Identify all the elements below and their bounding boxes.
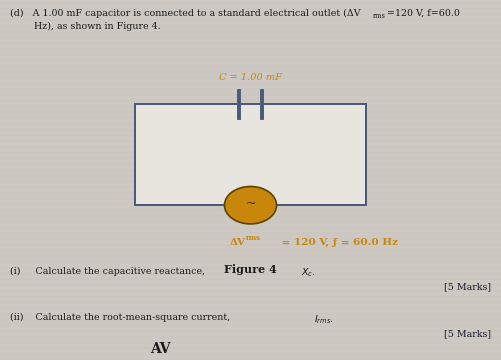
Bar <box>135 104 366 205</box>
Text: Figure 4: Figure 4 <box>224 264 277 275</box>
Text: rms: rms <box>373 12 386 19</box>
Text: ΔV: ΔV <box>229 238 245 247</box>
Text: rms: rms <box>245 234 261 242</box>
Text: $\mathit{I_{rms}}$.: $\mathit{I_{rms}}$. <box>314 313 334 326</box>
Text: =120 V, f=60.0: =120 V, f=60.0 <box>387 9 460 18</box>
Text: (d)   A 1.00 mF capacitor is connected to a standard electrical outlet (ΔV: (d) A 1.00 mF capacitor is connected to … <box>10 9 361 18</box>
Circle shape <box>224 186 277 224</box>
Text: (ii)    Calculate the root-mean-square current,: (ii) Calculate the root-mean-square curr… <box>10 313 233 322</box>
Text: (i)     Calculate the capacitive reactance,: (i) Calculate the capacitive reactance, <box>10 266 208 275</box>
Text: AV: AV <box>150 342 171 356</box>
Text: Hz), as shown in Figure 4.: Hz), as shown in Figure 4. <box>10 22 161 31</box>
Text: [5 Marks]: [5 Marks] <box>444 283 491 292</box>
Text: $\mathit{X_c}$.: $\mathit{X_c}$. <box>301 266 316 279</box>
Text: C = 1.00 mF: C = 1.00 mF <box>219 73 282 82</box>
Text: = 120 V, ƒ = 60.0 Hz: = 120 V, ƒ = 60.0 Hz <box>278 238 398 247</box>
Text: ~: ~ <box>245 197 256 210</box>
Text: [5 Marks]: [5 Marks] <box>444 329 491 338</box>
